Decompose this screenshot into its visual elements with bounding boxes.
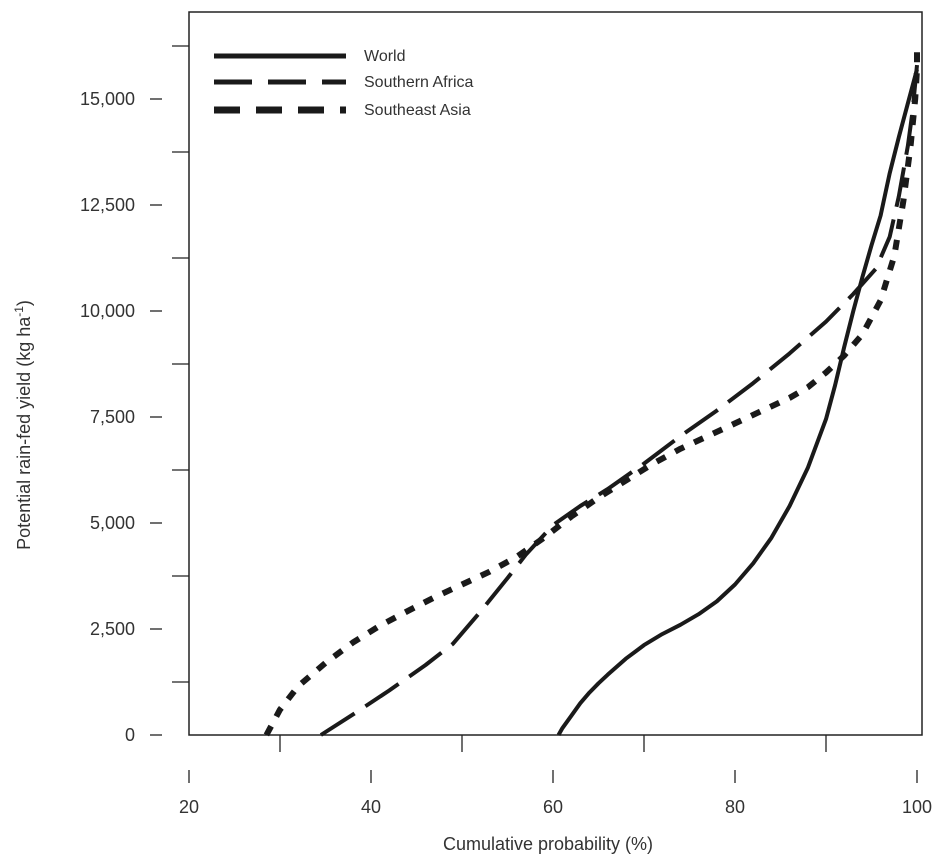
x-axis-title: Cumulative probability (%) — [443, 834, 653, 854]
y-tick-label: 12,500 — [80, 195, 135, 215]
y-tick-label: 5,000 — [90, 513, 135, 533]
y-axis-title-main: Potential rain-fed yield (kg ha — [14, 316, 34, 550]
legend-label: Southern Africa — [364, 74, 474, 91]
y-tick-label: 7,500 — [90, 407, 135, 427]
series-layer — [263, 43, 920, 737]
series-line-world — [556, 68, 919, 736]
y-axis-title: Potential rain-fed yield (kg ha-1) — [12, 300, 34, 550]
plot-frame — [188, 11, 923, 736]
x-tick-label: 100 — [902, 797, 932, 817]
legend-label: World — [364, 48, 406, 65]
legend-label: Southeast Asia — [364, 102, 471, 119]
y-axis: 0 2,500 5,000 7,500 10,000 12,500 15,000 — [80, 45, 189, 745]
legend: World Southern Africa Southeast Asia — [214, 48, 474, 119]
x-axis: 20 40 60 80 100 — [179, 735, 932, 817]
x-tick-label: 80 — [725, 797, 745, 817]
series-line-southeast-asia — [263, 43, 920, 737]
y-tick-label: 2,500 — [90, 619, 135, 639]
y-tick-label: 10,000 — [80, 301, 135, 321]
x-tick-label: 20 — [179, 797, 199, 817]
x-tick-label: 60 — [543, 797, 563, 817]
x-tick-label: 40 — [361, 797, 381, 817]
y-axis-title-sup: -1 — [12, 306, 26, 317]
series-line-southern-africa — [319, 64, 919, 737]
y-tick-label: 15,000 — [80, 89, 135, 109]
y-tick-label: 0 — [125, 725, 135, 745]
y-axis-title-close: ) — [14, 300, 34, 306]
